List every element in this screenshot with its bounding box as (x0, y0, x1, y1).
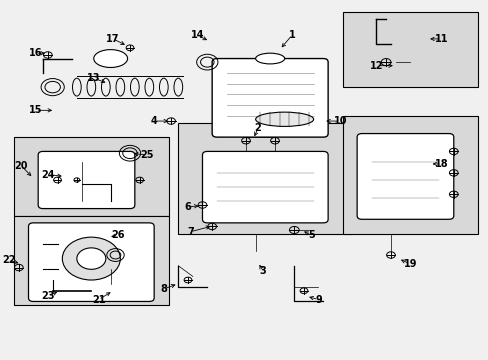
FancyBboxPatch shape (356, 134, 453, 219)
Text: 5: 5 (307, 230, 314, 240)
Text: 15: 15 (29, 105, 42, 115)
FancyBboxPatch shape (342, 116, 477, 234)
Text: 14: 14 (190, 30, 204, 40)
Text: 22: 22 (2, 255, 16, 265)
Ellipse shape (255, 112, 313, 126)
Text: 7: 7 (186, 227, 193, 237)
Circle shape (77, 248, 105, 269)
Text: 26: 26 (111, 230, 124, 240)
FancyBboxPatch shape (212, 59, 327, 137)
FancyBboxPatch shape (342, 12, 477, 87)
Text: 13: 13 (87, 73, 101, 83)
Circle shape (62, 237, 120, 280)
Text: 18: 18 (434, 159, 447, 169)
Text: 1: 1 (288, 30, 295, 40)
Ellipse shape (255, 53, 284, 64)
Text: 2: 2 (254, 123, 261, 133)
Text: 3: 3 (259, 266, 266, 276)
Text: 6: 6 (184, 202, 191, 212)
FancyBboxPatch shape (178, 123, 351, 234)
FancyBboxPatch shape (14, 216, 168, 305)
Text: 16: 16 (29, 48, 42, 58)
Text: 10: 10 (333, 116, 346, 126)
Text: 11: 11 (434, 34, 447, 44)
Text: 23: 23 (41, 291, 55, 301)
FancyBboxPatch shape (202, 152, 327, 223)
Text: 21: 21 (92, 295, 105, 305)
Text: 19: 19 (403, 259, 416, 269)
Text: 4: 4 (150, 116, 157, 126)
Ellipse shape (94, 50, 127, 67)
Text: 8: 8 (160, 284, 167, 294)
Text: 9: 9 (314, 295, 321, 305)
Text: 12: 12 (369, 61, 383, 71)
FancyBboxPatch shape (28, 223, 154, 301)
FancyBboxPatch shape (38, 152, 135, 208)
FancyBboxPatch shape (14, 137, 168, 216)
Text: 24: 24 (41, 170, 55, 180)
Text: 25: 25 (140, 150, 153, 160)
Text: 20: 20 (15, 161, 28, 171)
Text: 17: 17 (106, 34, 120, 44)
